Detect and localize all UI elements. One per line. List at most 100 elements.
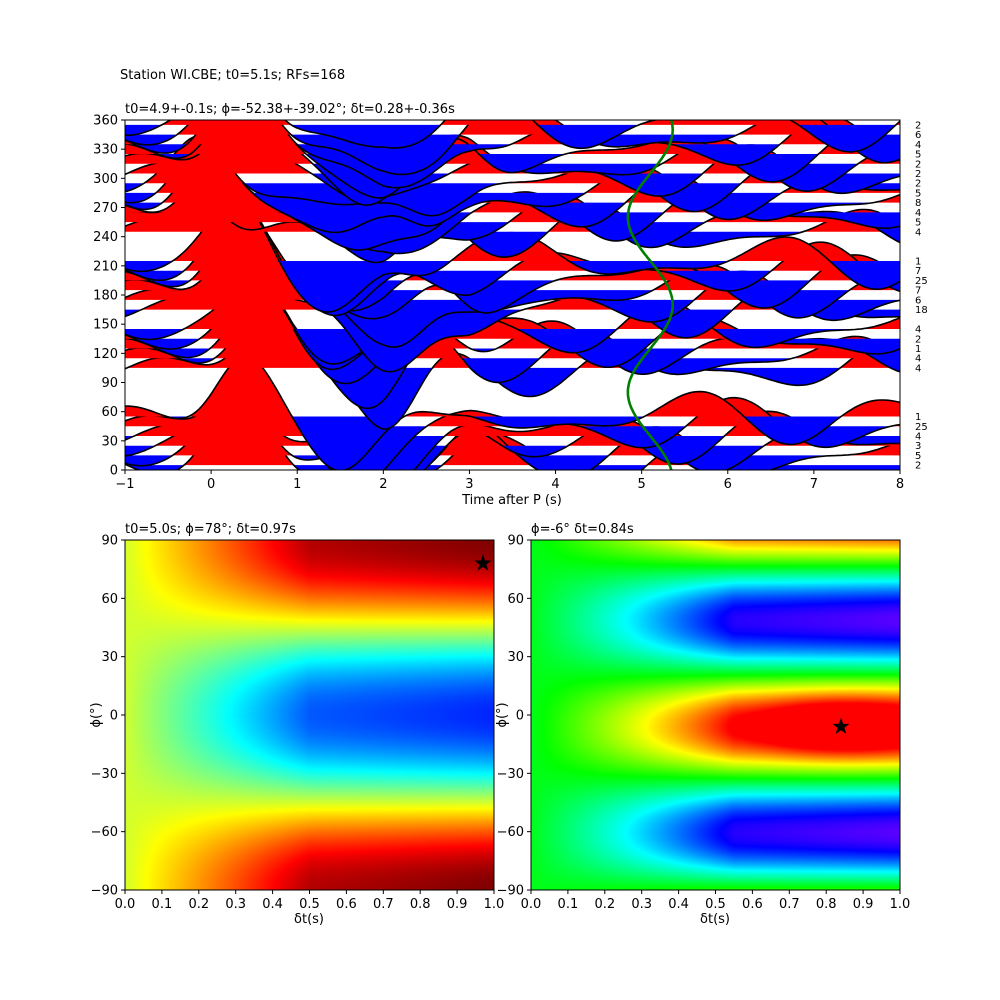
rf-x-tick-label: 0 bbox=[207, 477, 215, 492]
rf-trace-count: 2 bbox=[915, 461, 921, 472]
grid-search-panel-2: ϕ=-6° δt=0.84s 0.0 0.1 0.2 0.3 0.4 0.5 0.6 0.7 0… bbox=[495, 522, 910, 927]
x-tick-label: 0.8 bbox=[410, 897, 431, 912]
rf-trace-count: 5 bbox=[915, 188, 921, 199]
rf-positive-fill bbox=[125, 120, 900, 125]
rf-negative-fill bbox=[125, 465, 900, 470]
rf-negative-fill bbox=[125, 124, 900, 152]
rf-y-ticks: 0 30 60 90 120 150 180 210 240 270 300 330 360 bbox=[93, 114, 125, 479]
x-tick-label: 0.0 bbox=[521, 897, 542, 912]
y-tick-label: 0 bbox=[516, 709, 524, 724]
rf-negative-fill bbox=[125, 290, 900, 319]
x-tick-label: 0.1 bbox=[558, 897, 579, 912]
rf-negative-fill bbox=[125, 134, 900, 175]
grid-search-1-x-axis-label: δt(s) bbox=[294, 912, 324, 927]
rf-y-tick-label: 60 bbox=[101, 405, 118, 420]
rf-x-tick-label: −1 bbox=[115, 477, 134, 492]
rf-panel-title: t0=4.9+-0.1s; ϕ=-52.38+-39.02°; δt=0.28+… bbox=[125, 102, 455, 117]
rf-trace-count: 4 bbox=[915, 140, 921, 151]
rf-trace-count: 5 bbox=[915, 451, 921, 462]
rf-positive-fill bbox=[125, 213, 900, 281]
grid-search-panel-1: t0=5.0s; ϕ=78°; δt=0.97s 0.0 0.1 0.2 0.3 0.4… bbox=[89, 522, 504, 927]
rf-x-tick-label: 4 bbox=[551, 477, 559, 492]
rf-trace-line bbox=[125, 197, 900, 264]
rf-trace-count: 25 bbox=[915, 276, 928, 287]
grid-search-1-y-ticks: −90 −60 −30 0 30 60 90 bbox=[91, 534, 125, 899]
x-tick-label: 0.2 bbox=[594, 897, 615, 912]
x-tick-label: 0.1 bbox=[152, 897, 173, 912]
rf-negative-fill bbox=[125, 435, 900, 470]
x-tick-label: 0.0 bbox=[115, 897, 136, 912]
rf-x-ticks: −1 0 1 2 3 4 5 6 7 8 bbox=[115, 470, 904, 492]
rf-trace-count: 3 bbox=[915, 441, 921, 452]
rf-traces bbox=[125, 120, 900, 470]
y-tick-label: 0 bbox=[110, 709, 118, 724]
rf-negative-fill bbox=[125, 154, 900, 198]
t0-curve-group bbox=[626, 120, 675, 470]
rf-y-tick-label: 360 bbox=[93, 114, 118, 129]
rf-trace-count: 5 bbox=[915, 218, 921, 229]
rf-trace-count: 5 bbox=[915, 150, 921, 161]
x-tick-label: 0.9 bbox=[853, 897, 874, 912]
x-tick-label: 0.8 bbox=[816, 897, 837, 912]
grid-search-2-x-ticks: 0.0 0.1 0.2 0.3 0.4 0.5 0.6 0.7 0.8 0.9 1.0 bbox=[521, 890, 910, 912]
x-tick-label: 0.5 bbox=[299, 897, 320, 912]
best-fit-star bbox=[474, 554, 492, 571]
rf-negative-fill bbox=[125, 329, 900, 364]
y-tick-label: 60 bbox=[507, 592, 524, 607]
y-tick-label: 30 bbox=[507, 650, 524, 665]
rf-trace-count: 4 bbox=[915, 208, 921, 219]
x-tick-label: 0.6 bbox=[336, 897, 357, 912]
rf-y-tick-label: 240 bbox=[93, 230, 118, 245]
rf-trace-count: 7 bbox=[915, 286, 921, 297]
rf-x-tick-label: 6 bbox=[724, 477, 732, 492]
rf-trace-count: 25 bbox=[915, 422, 928, 433]
rf-y-tick-label: 120 bbox=[93, 347, 118, 362]
y-tick-label: −60 bbox=[91, 825, 118, 840]
rf-y-tick-label: 180 bbox=[93, 289, 118, 304]
grid-search-2-title: ϕ=-6° δt=0.84s bbox=[531, 522, 634, 537]
grid-search-2-y-ticks: −90 −60 −30 0 30 60 90 bbox=[497, 534, 531, 899]
grid-search-1-x-ticks: 0.0 0.1 0.2 0.3 0.4 0.5 0.6 0.7 0.8 0.9 1.0 bbox=[115, 890, 505, 912]
rf-trace-count: 4 bbox=[915, 325, 921, 336]
grid-search-2-image bbox=[531, 540, 900, 890]
rf-negative-fill bbox=[125, 144, 900, 188]
y-tick-label: 30 bbox=[101, 650, 118, 665]
y-tick-label: −90 bbox=[91, 884, 118, 899]
x-tick-label: 0.3 bbox=[225, 897, 246, 912]
grid-search-2-y-axis-label: ϕ(°) bbox=[495, 702, 510, 727]
rf-positive-fill bbox=[125, 387, 900, 436]
x-tick-label: 1.0 bbox=[484, 897, 505, 912]
x-tick-label: 0.4 bbox=[262, 897, 283, 912]
receiver-function-panel: t0=4.9+-0.1s; ϕ=-52.38+-39.02°; δt=0.28+… bbox=[93, 102, 928, 508]
rf-trace-count: 4 bbox=[915, 431, 921, 442]
rf-negative-fill bbox=[125, 455, 900, 470]
rf-positive-fill bbox=[125, 391, 900, 456]
rf-x-tick-label: 8 bbox=[896, 477, 904, 492]
y-tick-label: 90 bbox=[101, 534, 118, 549]
grid-search-2-best-star bbox=[832, 717, 850, 734]
x-tick-label: 0.6 bbox=[742, 897, 763, 912]
rf-trace-count: 4 bbox=[915, 363, 921, 374]
rf-y-tick-label: 330 bbox=[93, 143, 118, 158]
rf-y-tick-label: 150 bbox=[93, 318, 118, 333]
rf-negative-fill bbox=[125, 231, 900, 263]
grid-search-1-y-axis-label: ϕ(°) bbox=[89, 702, 104, 727]
rf-x-axis-label: Time after P (s) bbox=[461, 493, 562, 508]
rf-x-tick-label: 5 bbox=[638, 477, 646, 492]
x-tick-label: 0.4 bbox=[668, 897, 689, 912]
rf-trace bbox=[125, 120, 900, 153]
rf-y-tick-label: 0 bbox=[110, 464, 118, 479]
rf-trace-count: 18 bbox=[915, 305, 928, 316]
rf-negative-fill bbox=[125, 367, 900, 430]
y-tick-label: −30 bbox=[497, 767, 524, 782]
rf-y-tick-label: 90 bbox=[101, 376, 118, 391]
grid-search-1-image bbox=[125, 540, 494, 890]
rf-trace-line bbox=[125, 120, 900, 199]
t0-curve bbox=[626, 120, 675, 470]
rf-trace-count: 2 bbox=[915, 120, 921, 131]
grid-search-2-x-axis-label: δt(s) bbox=[700, 912, 730, 927]
x-tick-label: 0.9 bbox=[447, 897, 468, 912]
rf-negative-fill bbox=[125, 309, 900, 372]
